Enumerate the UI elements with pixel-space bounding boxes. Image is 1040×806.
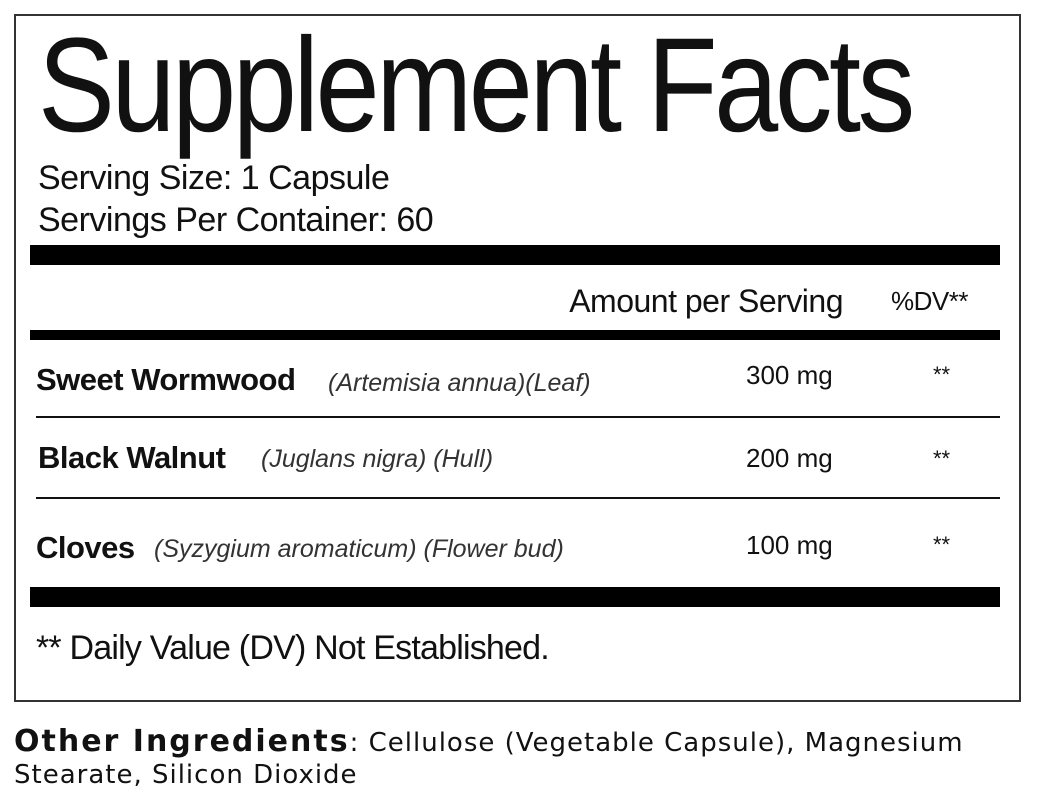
medium-divider — [30, 330, 1000, 340]
ingredient-dv: ** — [933, 446, 951, 471]
ingredient-name: Sweet Wormwood — [36, 362, 296, 397]
serving-size: Serving Size: 1 Capsule — [38, 159, 390, 197]
row-divider — [36, 416, 1000, 418]
ingredient-dv: ** — [933, 362, 951, 387]
ingredient-latin: (Juglans nigra) (Hull) — [261, 445, 494, 473]
other-ingredients: Other Ingredients: Cellulose (Vegetable … — [14, 726, 1034, 791]
ingredient-latin: (Artemisia annua)(Leaf) — [328, 369, 591, 397]
ingredient-amount: 300 mg — [746, 360, 833, 390]
footnote: ** Daily Value (DV) Not Established. — [36, 629, 550, 667]
ingredient-dv: ** — [933, 532, 951, 557]
dv-header: %DV** — [891, 286, 968, 316]
ingredient-latin: (Syzygium aromaticum) (Flower bud) — [154, 535, 564, 563]
other-ingredients-label: Other Ingredients — [14, 724, 350, 759]
ingredient-amount: 200 mg — [746, 443, 833, 473]
thick-divider — [30, 245, 1000, 265]
row-divider — [36, 497, 1000, 499]
amount-per-serving-header: Amount per Serving — [569, 283, 843, 319]
thick-divider — [30, 587, 1000, 607]
ingredient-name: Cloves — [36, 530, 135, 565]
ingredient-name: Black Walnut — [38, 440, 226, 475]
servings-per-container: Servings Per Container: 60 — [38, 201, 434, 239]
other-ingredients-text: : Cellulose (Vegetable Capsule), Magnesi… — [14, 728, 964, 790]
supplement-facts-panel: Supplement Facts Serving Size: 1 Capsule… — [14, 14, 1021, 702]
panel-title: Supplement Facts — [38, 11, 915, 160]
ingredient-amount: 100 mg — [746, 530, 833, 560]
